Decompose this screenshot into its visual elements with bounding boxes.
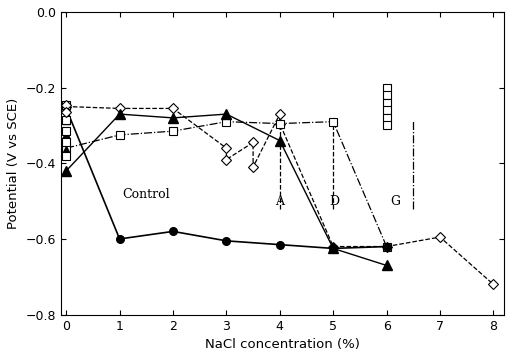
Text: A: A xyxy=(275,195,285,208)
X-axis label: NaCl concentration (%): NaCl concentration (%) xyxy=(205,338,360,351)
Y-axis label: Potential (V vs SCE): Potential (V vs SCE) xyxy=(7,98,20,229)
Text: G: G xyxy=(390,195,400,208)
Text: Control: Control xyxy=(122,188,170,201)
Text: D: D xyxy=(329,195,339,208)
